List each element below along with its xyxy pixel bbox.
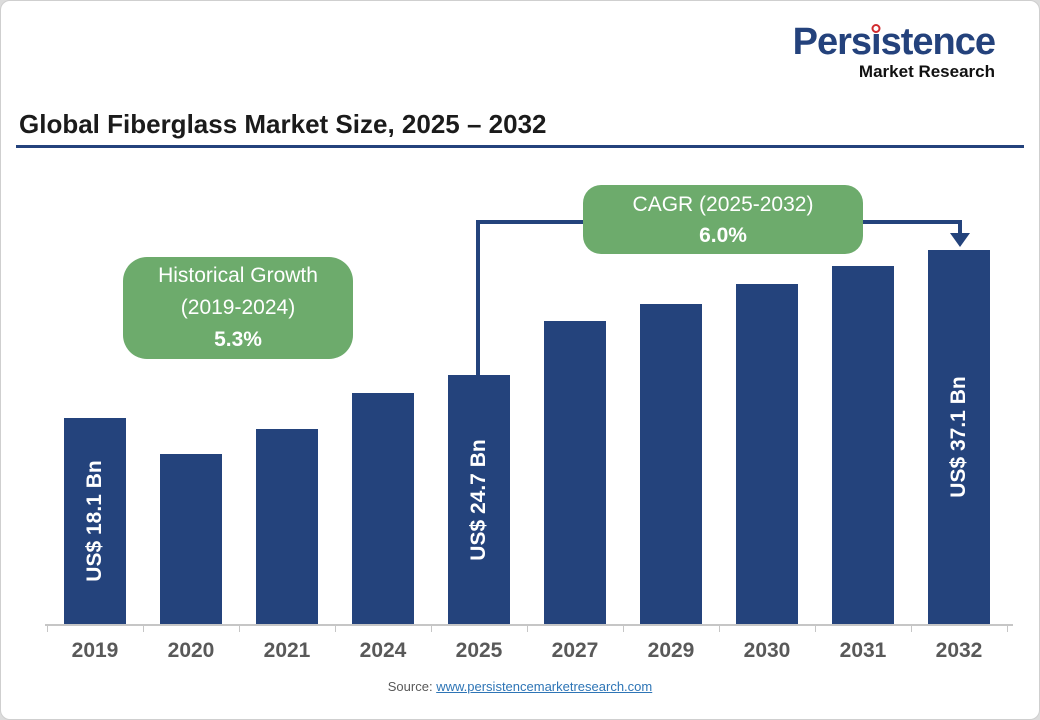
x-axis-tick [527,626,528,632]
bar-slot-2024 [335,250,431,624]
bar-2027 [544,321,606,624]
x-axis-label-2019: 2019 [71,639,119,662]
source-line: Source: www.persistencemarketresearch.co… [1,679,1039,694]
bar-slot-2027 [527,250,623,624]
x-axis-label-2021: 2021 [263,639,311,662]
bar-2025: US$ 24.7 Bn [448,375,510,624]
bar-2032: US$ 37.1 Bn [928,250,990,624]
chart-title: Global Fiberglass Market Size, 2025 – 20… [19,109,547,139]
bar-value-label-2025: US$ 24.7 Bn [467,438,490,561]
logo-tagline: Market Research [858,62,995,81]
x-axis-label-2020: 2020 [167,639,215,662]
bar-2021 [256,429,318,624]
bar-slot-2019: US$ 18.1 Bn [47,250,143,624]
x-axis-label-2029: 2029 [647,639,695,662]
x-axis-label-2027: 2027 [551,639,599,662]
x-axis-line [45,624,1013,626]
bar-2030 [736,284,798,624]
bar-2029 [640,304,702,624]
bar-value-label-2032: US$ 37.1 Bn [947,376,970,498]
bar-2019: US$ 18.1 Bn [64,418,126,624]
bar-slot-2030 [719,250,815,624]
bar-slot-2025: US$ 24.7 Bn [431,250,527,624]
x-axis-tick [335,626,336,632]
source-prefix: Source: [387,679,433,694]
x-axis-label-2024: 2024 [359,639,407,662]
bar-slot-2029 [623,250,719,624]
x-axis-labels-row: 2019 2020 2021 2024 2025 2027 2029 2030 2031 2032 [47,639,1007,663]
x-axis-label-2030: 2030 [743,639,791,662]
title-underline [16,145,1024,148]
bar-value-label-2019: US$ 18.1 Bn [83,460,106,582]
x-axis-tick [431,626,432,632]
bar-chart-plot-area: US$ 18.1 Bn US$ 24.7 Bn US$ 37.1 Bn [47,250,1007,624]
x-axis-label-2025: 2025 [455,639,503,662]
cagr-line1: CAGR (2025-2032) [632,192,814,216]
source-link[interactable]: www.persistencemarketresearch.com [436,679,653,694]
logo-text-pre: Pers [792,21,872,63]
x-axis-tick [239,626,240,632]
historical-growth-value: 5.3% [214,328,262,351]
logo-wordmark: Persıstence [792,21,996,63]
x-axis-tick [47,626,48,632]
x-axis-tick [623,626,624,632]
historical-growth-callout: Historical Growth (2019-2024) 5.3% [123,257,353,359]
bar-slot-2021 [239,250,335,624]
x-axis-label-2031: 2031 [839,639,887,662]
pmr-logo: Persıstence Market Research [792,21,996,81]
x-axis-label-2032: 2032 [935,639,983,662]
x-axis-tick [719,626,720,632]
x-axis-tick [815,626,816,632]
cagr-value: 6.0% [699,223,747,247]
bar-2020 [160,454,222,624]
bar-slot-2032: US$ 37.1 Bn [911,250,1007,624]
x-axis-tick [911,626,912,632]
historical-growth-line2: (2019-2024) [180,296,296,319]
bar-slot-2020 [143,250,239,624]
bracket-line-right [958,220,962,234]
bar-2031 [832,266,894,624]
logo-red-dot-i-icon: ı [871,21,882,63]
historical-growth-line1: Historical Growth [158,264,318,287]
arrow-down-icon [950,233,970,247]
bar-2024 [352,393,414,624]
cagr-callout: CAGR (2025-2032) 6.0% [583,185,863,254]
bar-slot-2031 [815,250,911,624]
x-axis-tick [143,626,144,632]
bracket-line-left [476,220,480,375]
x-axis-tick [1007,626,1008,632]
logo-text-post: stence [880,21,996,63]
